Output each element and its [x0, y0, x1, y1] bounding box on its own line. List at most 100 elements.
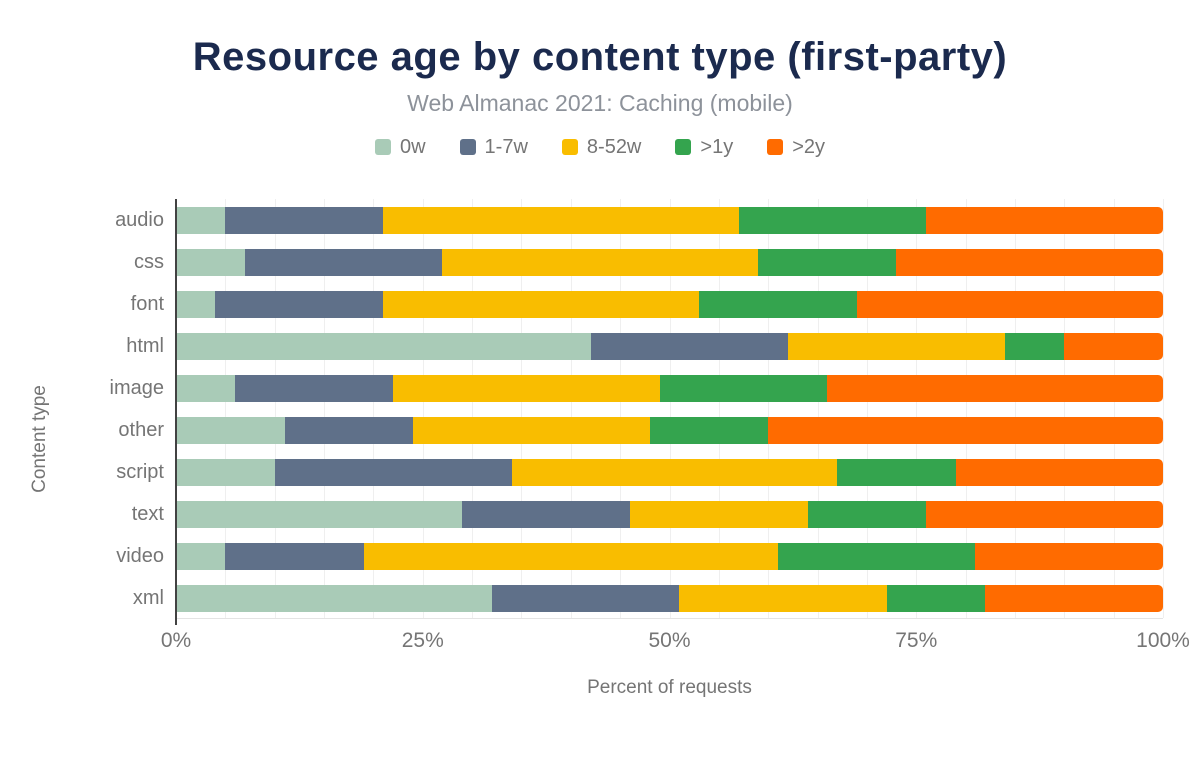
bar-segment-script-0w[interactable]: [176, 458, 275, 486]
bar-segment-font-1-7w[interactable]: [215, 290, 384, 318]
gridline: [916, 199, 918, 618]
bar-segment-other-0w[interactable]: [176, 416, 285, 444]
bar-segment-script-1-7w[interactable]: [274, 458, 512, 486]
category-label-font: font: [130, 292, 164, 315]
legend-item-2y[interactable]: >2y: [767, 136, 825, 159]
legend-swatch-1-7w: [459, 139, 476, 155]
bar-segment-html-8-52w[interactable]: [787, 332, 1006, 360]
bar-track-image: [176, 374, 1163, 402]
legend-swatch-0w: [374, 139, 391, 155]
bar-track-xml: [176, 584, 1163, 612]
bar-track-video: [176, 542, 1163, 570]
bar-row-css: css: [0, 241, 1163, 283]
legend-item-1-7w[interactable]: 1-7w: [459, 135, 528, 159]
legend-item-1y[interactable]: >1y: [675, 136, 733, 159]
bar-row-image: image: [0, 367, 1163, 409]
bar-segment-image-8-52w[interactable]: [393, 374, 660, 402]
bar-segment-text-1-7w[interactable]: [462, 500, 630, 528]
legend-item-0w[interactable]: 0w: [374, 135, 426, 159]
bar-segment-xml-1-7w[interactable]: [491, 584, 680, 612]
bar-segment-font-0w[interactable]: [176, 290, 216, 318]
bar-segment-image-1y[interactable]: [659, 374, 828, 402]
bar-segment-video-1-7w[interactable]: [225, 542, 364, 570]
bar-segment-audio-1y[interactable]: [738, 206, 927, 234]
bar-segment-font-8-52w[interactable]: [383, 290, 700, 318]
bar-segment-html-1y[interactable]: [1005, 332, 1065, 360]
bar-track-css: [176, 248, 1163, 276]
legend-label-2y: >2y: [792, 135, 826, 158]
bar-track-font: [176, 290, 1163, 318]
gridline: [422, 199, 424, 618]
bar-segment-html-1-7w[interactable]: [590, 332, 788, 360]
bar-track-audio: [176, 206, 1163, 234]
bar-row-video: video: [0, 535, 1163, 577]
legend-label-0w: 0w: [399, 135, 426, 158]
gridline: [1163, 199, 1164, 618]
bar-segment-other-1y[interactable]: [649, 416, 769, 444]
bar-segment-css-8-52w[interactable]: [442, 248, 759, 276]
bar-segment-css-1y[interactable]: [758, 248, 897, 276]
bar-row-other: other: [0, 409, 1163, 451]
bar-segment-video-0w[interactable]: [176, 542, 226, 570]
bar-segment-font-1y[interactable]: [699, 290, 857, 318]
bar-segment-script-1y[interactable]: [837, 458, 956, 486]
bar-segment-xml-0w[interactable]: [176, 584, 492, 612]
bar-segment-other-2y[interactable]: [768, 416, 1163, 444]
bar-track-script: [176, 458, 1163, 486]
bar-segment-html-0w[interactable]: [176, 332, 591, 360]
bar-segment-xml-1y[interactable]: [886, 584, 986, 612]
gridline: [521, 199, 523, 618]
bar-segment-css-1-7w[interactable]: [245, 248, 443, 276]
bar-row-text: text: [0, 493, 1163, 535]
gridline: [1064, 199, 1066, 618]
gridline: [768, 199, 770, 618]
bar-segment-image-1-7w[interactable]: [235, 374, 394, 402]
legend-label-1-7w: 1-7w: [484, 135, 528, 158]
gridline: [225, 199, 227, 618]
bar-segment-other-1-7w[interactable]: [284, 416, 413, 444]
bar-segment-xml-8-52w[interactable]: [679, 584, 887, 612]
category-label-video: video: [116, 544, 164, 567]
bar-segment-audio-2y[interactable]: [926, 206, 1163, 234]
bar-segment-script-8-52w[interactable]: [511, 458, 838, 486]
bar-segment-xml-2y[interactable]: [985, 584, 1163, 612]
legend-label-8-52w: 8-52w: [586, 135, 642, 158]
bar-segment-image-0w[interactable]: [176, 374, 236, 402]
gridline: [324, 199, 326, 618]
bar-segment-video-8-52w[interactable]: [363, 542, 779, 570]
gridline: [472, 199, 474, 618]
bar-segment-font-2y[interactable]: [856, 290, 1163, 318]
bar-row-audio: audio: [0, 199, 1163, 241]
x-axis-ticks: 0% 25% 50% 75% 100%: [161, 619, 1190, 652]
bar-track-other: [176, 416, 1163, 444]
bar-segment-css-2y[interactable]: [896, 248, 1163, 276]
bar-segment-text-0w[interactable]: [176, 500, 463, 528]
bar-segment-text-8-52w[interactable]: [630, 500, 808, 528]
gridline: [718, 199, 720, 618]
category-label-text: text: [131, 502, 164, 525]
bar-segment-html-2y[interactable]: [1064, 332, 1163, 360]
chart-subtitle: Web Almanac 2021: Caching (mobile): [407, 90, 793, 116]
gridline: [866, 199, 868, 618]
bar-segment-audio-0w[interactable]: [176, 206, 226, 234]
bar-segment-video-2y[interactable]: [975, 542, 1163, 570]
bar-segment-css-0w[interactable]: [176, 248, 246, 276]
bar-row-xml: xml: [0, 577, 1163, 619]
bar-segment-script-2y[interactable]: [955, 458, 1163, 486]
legend-item-8-52w[interactable]: 8-52w: [561, 135, 642, 159]
legend-label-1y: >1y: [700, 135, 734, 158]
bar-segment-image-2y[interactable]: [827, 374, 1163, 402]
bar-segment-text-2y[interactable]: [926, 500, 1163, 528]
legend-swatch-8-52w: [561, 139, 578, 155]
gridline: [620, 199, 622, 618]
bar-segment-text-1y[interactable]: [807, 500, 927, 528]
bar-segment-audio-1-7w[interactable]: [225, 206, 384, 234]
bar-segment-other-8-52w[interactable]: [412, 416, 650, 444]
x-axis-title: Percent of requests: [587, 677, 752, 698]
category-label-image: image: [109, 376, 164, 399]
bar-segment-video-1y[interactable]: [778, 542, 976, 570]
category-label-html: html: [126, 334, 164, 357]
bar-segment-audio-8-52w[interactable]: [383, 206, 739, 234]
legend-swatch-2y: [767, 139, 784, 155]
plot-area: audio css font html image other script text vide…: [0, 199, 1164, 625]
